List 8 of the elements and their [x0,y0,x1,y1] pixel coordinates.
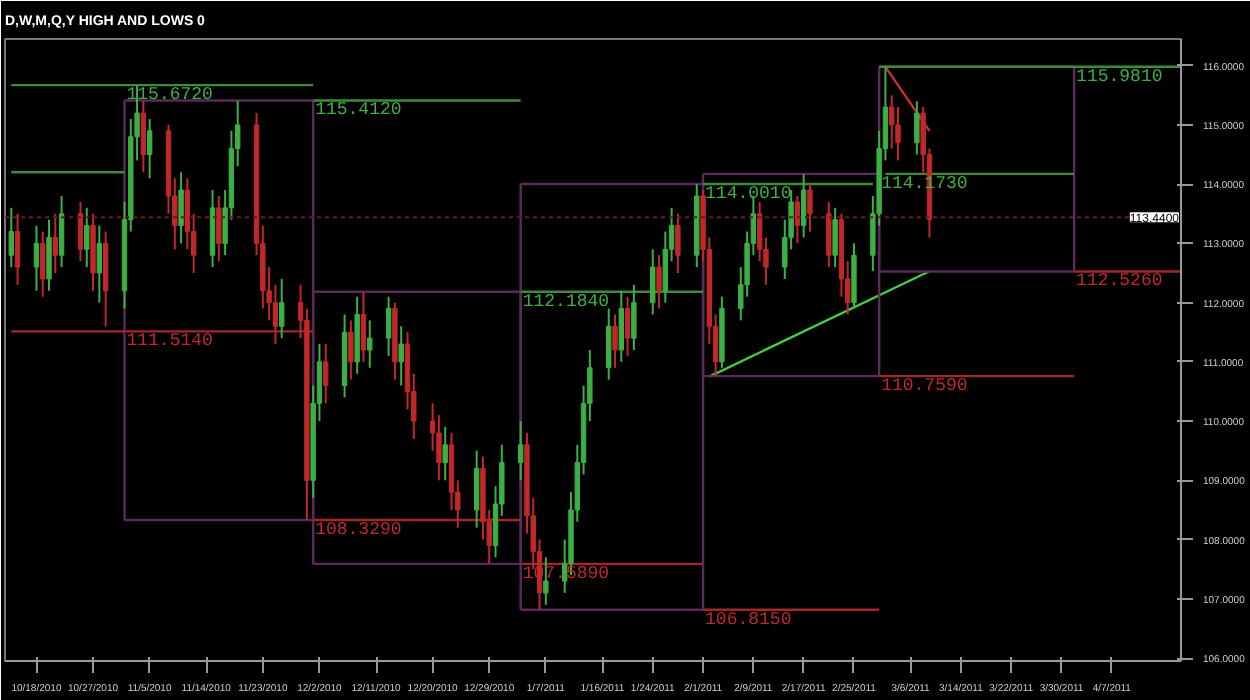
annotation: 115.9810 [1076,66,1163,87]
annotation: 115.4120 [315,100,402,121]
annotation: 112.1840 [522,291,610,312]
annotation: 106.8150 [705,609,792,630]
annotation: 110.7590 [881,376,968,397]
annotation: 108.3290 [315,520,402,541]
annotation: 112.5260 [1076,271,1163,292]
annotation: 111.5140 [126,331,213,352]
